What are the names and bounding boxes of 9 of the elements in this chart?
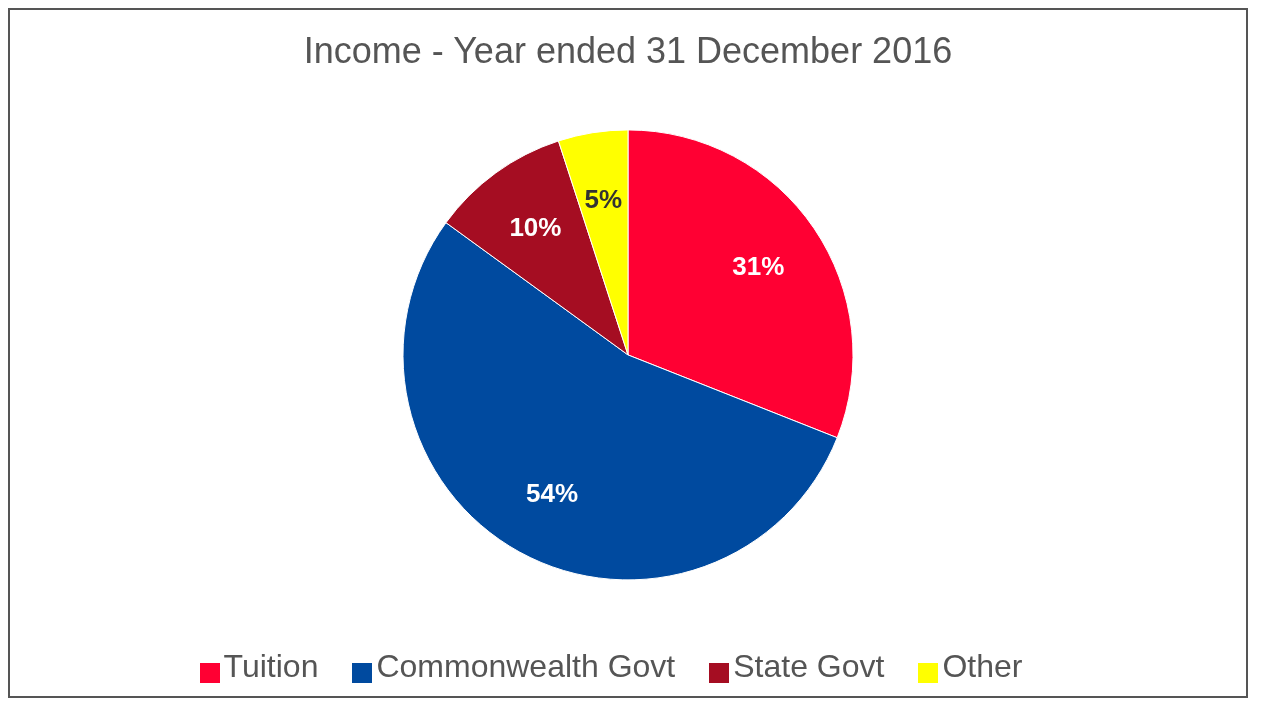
legend-label: Tuition	[223, 648, 319, 684]
chart-title: Income - Year ended 31 December 2016	[302, 29, 954, 73]
data-label: 5%	[584, 184, 623, 215]
legend-label: State Govt	[733, 648, 885, 684]
data-label: 10%	[509, 212, 562, 243]
legend-label: Other	[942, 648, 1023, 684]
legend-label: Commonwealth Govt	[376, 648, 676, 684]
data-label: 54%	[526, 477, 579, 508]
data-label: 31%	[732, 251, 785, 282]
